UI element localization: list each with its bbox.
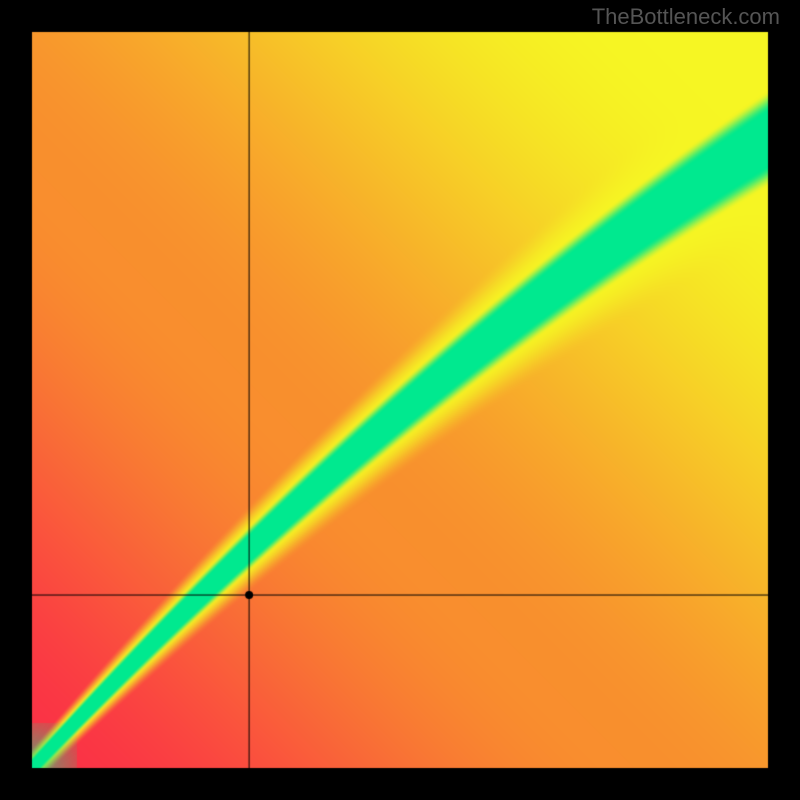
watermark-text: TheBottleneck.com xyxy=(592,4,780,30)
heatmap-container: TheBottleneck.com xyxy=(0,0,800,800)
bottleneck-heatmap xyxy=(0,0,800,800)
